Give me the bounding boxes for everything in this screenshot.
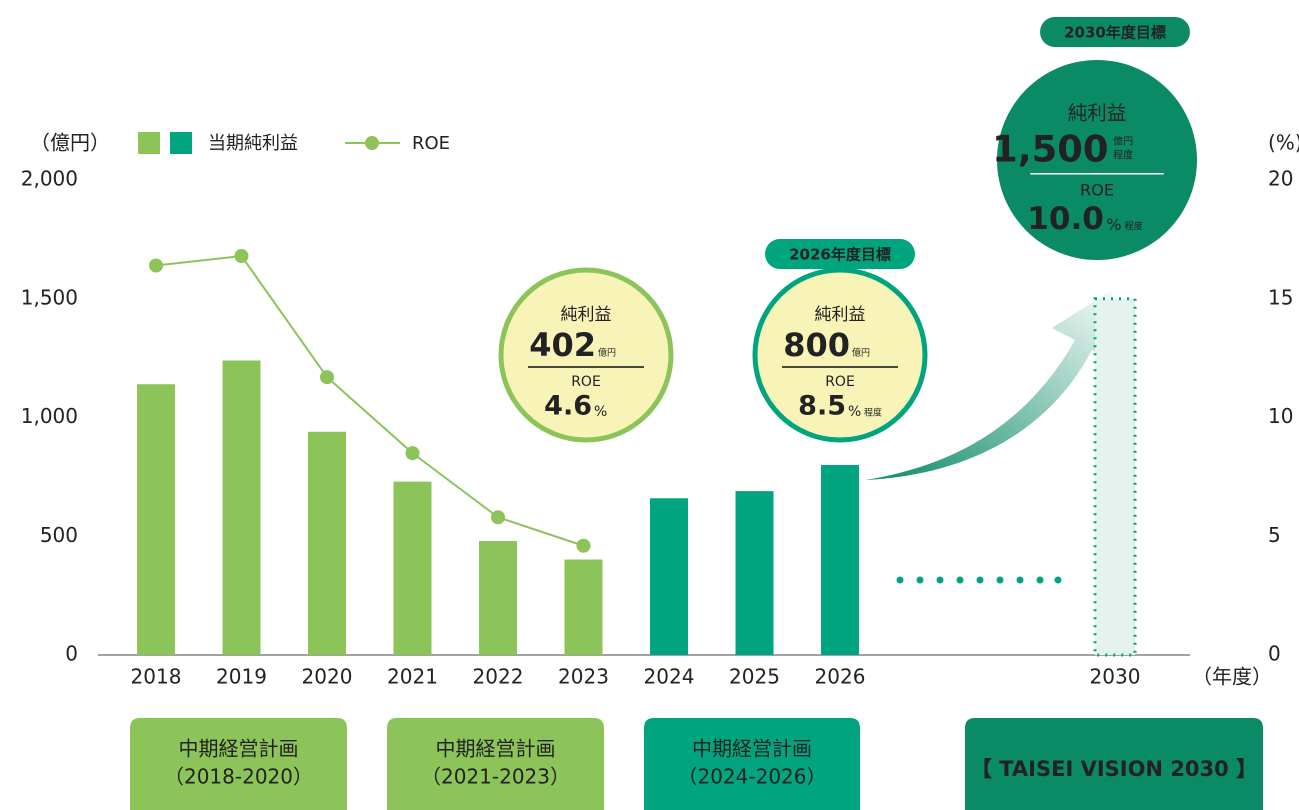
annotation-unit: 億円 [852,347,870,359]
y2-tick-label: 0 [1268,642,1281,666]
legend-label: 当期純利益 [208,133,298,154]
bar [735,491,774,655]
x-tick-label: 2022 [473,665,524,689]
x-tick-label: 2030 [1090,665,1141,689]
x-tick-label: 2020 [302,665,353,689]
y2-tick-label: 20 [1268,167,1293,191]
annotation-label: 純利益 [815,305,866,325]
y-tick-label: 2,000 [21,167,78,191]
annotation-unit: 億円 [1113,135,1133,148]
period-range: （2018-2020） [164,765,313,789]
period-title: 【 TAISEI VISION 2030 】 [971,757,1257,781]
annotation-label: 純利益 [1068,102,1127,125]
period-title: 中期経営計画 [692,737,812,761]
target-badge [765,239,915,269]
y-axis-label: （億円） [30,131,110,155]
y-tick-label: 500 [40,523,78,547]
annotation-value: 402 [529,326,596,364]
period-box [644,718,860,810]
x-tick-label: 2021 [387,665,438,689]
annotation-roe-label: ROE [571,374,601,390]
period-box [387,718,604,810]
bar [650,498,688,655]
target-badge [1040,17,1190,47]
roe-point [405,446,420,461]
bar [137,384,175,655]
ellipsis-dots [896,576,1062,584]
roe-line [155,254,584,547]
bar [222,360,261,655]
x-tick-label: 2018 [131,665,182,689]
annotation-label: 純利益 [561,305,612,325]
target-badge-text: 2026年度目標 [789,246,891,264]
y2-tick-label: 10 [1268,404,1293,428]
roe-point [320,370,334,385]
period-range: （2024-2026） [677,765,826,789]
roe-point [491,510,505,525]
legend-label: ROE [412,133,450,154]
annotation-roe: 4.6 [544,391,592,422]
x-tick-label: 2019 [216,665,267,689]
period-box [965,718,1263,810]
legend-dot [365,136,379,150]
y-tick-label: 0 [65,642,78,666]
annotation-roe-note: 程度 [864,407,882,419]
annotation-bubble [498,267,674,443]
target-bar [1093,297,1137,657]
annotation-bubble [752,267,928,443]
annotation-value: 800 [783,326,850,364]
x-tick-label: 2023 [558,665,609,689]
bar [393,481,432,655]
annotation-unit-note: 程度 [1113,148,1133,161]
period-title: 中期経営計画 [179,737,299,761]
annotation-bubble [997,60,1197,260]
annotation-roe-unit: % [1106,215,1121,234]
annotation-roe-label: ROE [825,374,855,390]
roe-point [576,538,591,553]
annotation-roe: 8.5 [798,391,846,422]
x-axis-label: （年度） [1192,665,1272,689]
bar [564,559,603,655]
target-badge-text: 2030年度目標 [1064,24,1166,42]
growth-arrow [865,290,1113,480]
annotation-roe-unit: % [594,404,607,420]
bar [821,465,859,655]
x-tick-label: 2026 [815,665,866,689]
y2-tick-label: 5 [1268,523,1281,547]
y-tick-label: 1,500 [21,285,78,309]
annotation-roe-unit: % [848,404,861,420]
period-box [130,718,347,810]
period-range: （2021-2023） [421,765,570,789]
annotation-value: 1,500 [992,127,1108,170]
y2-axis-label: (%) [1268,131,1299,155]
annotation-unit: 億円 [598,347,616,359]
bar [308,431,346,655]
annotation-roe-label: ROE [1080,181,1114,200]
annotation-roe: 10.0 [1027,201,1104,237]
roe-point [149,258,163,273]
y2-tick-label: 15 [1268,285,1293,309]
bar [479,541,517,655]
y-tick-label: 1,000 [21,404,78,428]
period-title: 中期経営計画 [436,737,556,761]
x-tick-label: 2025 [729,665,780,689]
annotation-roe-note: 程度 [1125,220,1143,232]
legend-swatch [138,132,160,154]
legend-swatch [170,132,192,154]
x-tick-label: 2024 [644,665,695,689]
roe-point [234,249,249,263]
